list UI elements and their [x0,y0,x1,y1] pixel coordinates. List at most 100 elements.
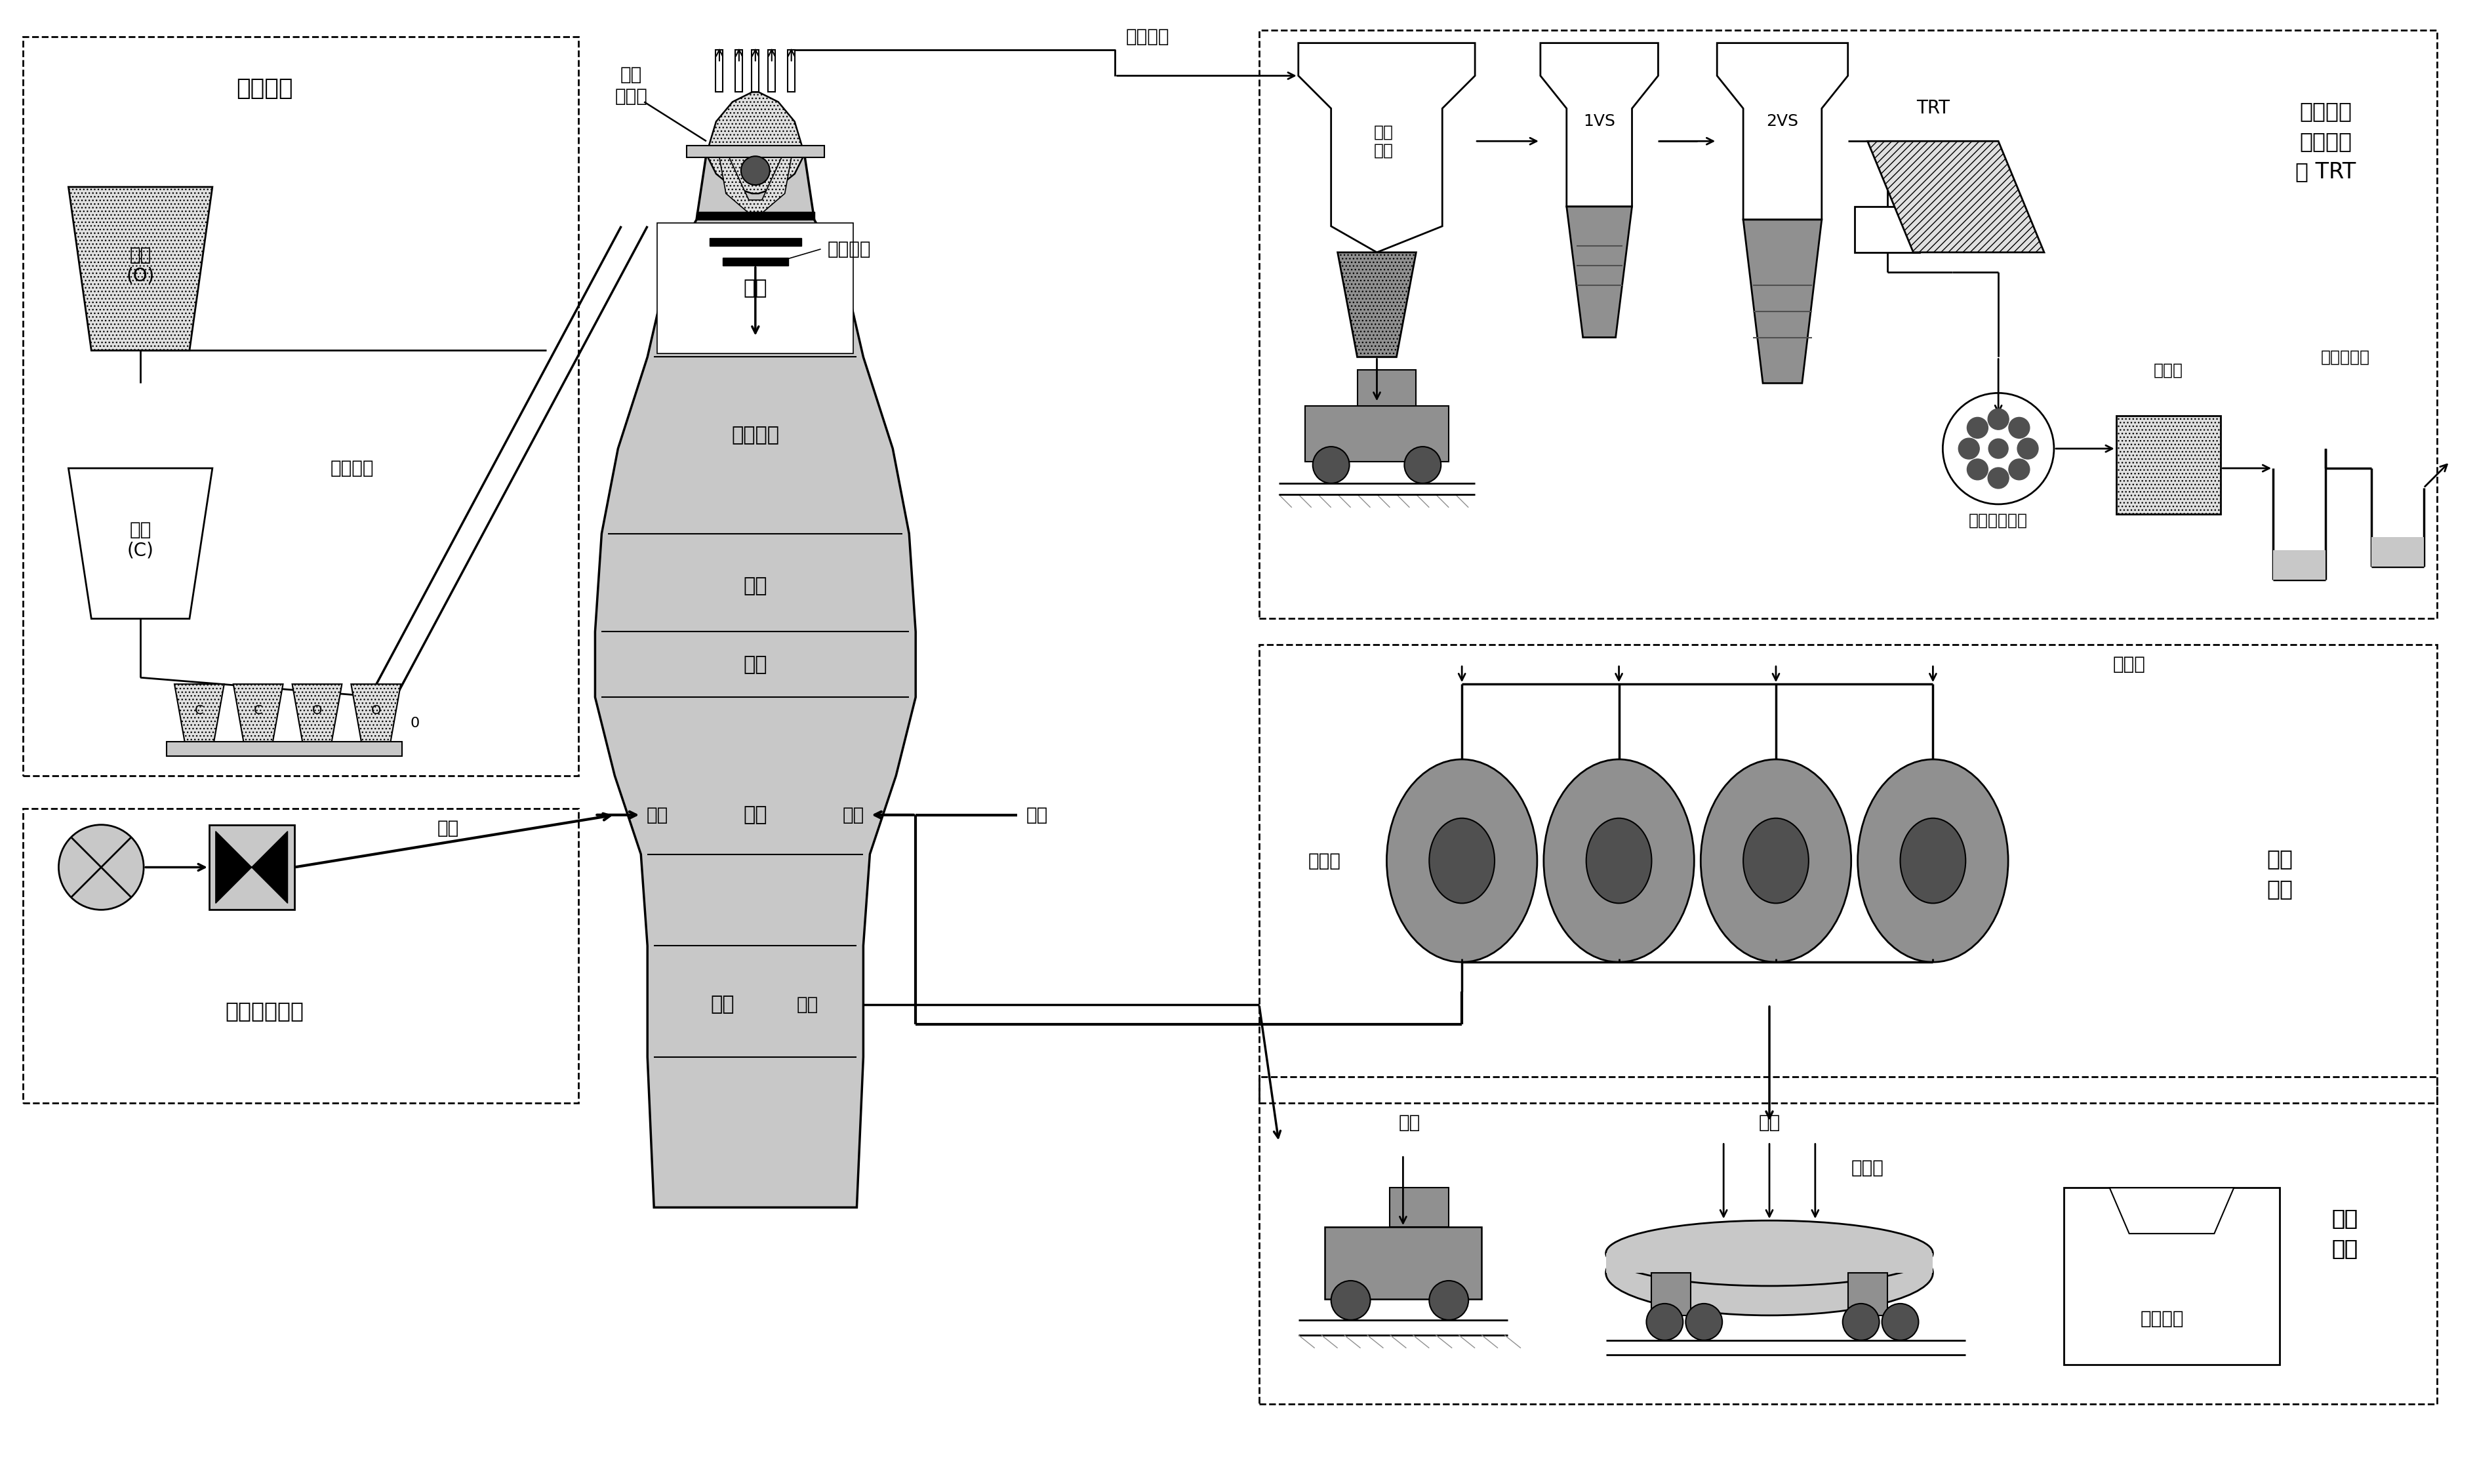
Text: 热风: 热风 [1025,806,1048,824]
Ellipse shape [1585,818,1652,904]
Polygon shape [233,684,282,743]
Bar [716,49,723,92]
Text: 出铁
系统: 出铁 系统 [2331,1208,2358,1260]
Text: 输送皮带: 输送皮带 [329,459,374,478]
Polygon shape [1338,252,1417,358]
Polygon shape [1717,43,1848,220]
Bar [22,809,580,1103]
Bar [768,49,775,92]
Bar [1305,407,1449,462]
Polygon shape [1298,43,1474,252]
Text: 高炉煤气
处理系统
及 TRT: 高炉煤气 处理系统 及 TRT [2296,101,2356,183]
Circle shape [59,825,144,910]
Text: 铁口: 铁口 [798,996,817,1014]
Circle shape [1330,1281,1370,1319]
Polygon shape [69,187,213,350]
Bar [736,49,743,92]
Text: 风口: 风口 [842,806,864,824]
Text: 煤粉: 煤粉 [436,819,458,837]
Ellipse shape [1744,818,1808,904]
Text: 炉渣: 炉渣 [1400,1113,1419,1132]
Circle shape [1313,447,1350,484]
Bar [1855,206,1920,252]
Circle shape [741,156,770,186]
Text: 炉顶装料: 炉顶装料 [827,240,872,258]
Bar [656,223,855,353]
Text: 供料系统: 供料系统 [235,77,292,99]
Text: 炉喉: 炉喉 [743,279,768,298]
Bar [708,237,800,246]
Text: 炉腹: 炉腹 [743,806,768,825]
Bar [166,742,401,755]
Bar [1258,1076,2437,1404]
Polygon shape [1744,220,1821,383]
Polygon shape [1868,141,2044,252]
Bar [2274,551,2326,579]
Polygon shape [215,831,287,904]
Text: TRT: TRT [1917,99,1949,117]
Text: 出铁
系统: 出铁 系统 [2331,1208,2358,1260]
Bar [788,49,795,92]
Circle shape [1942,393,2053,505]
Bar [1652,1273,1692,1315]
Text: 0: 0 [411,717,421,730]
Ellipse shape [1900,818,1967,904]
Text: O: O [372,703,381,717]
Ellipse shape [1605,1230,1932,1315]
Text: 矿石
(O): 矿石 (O) [126,246,154,285]
Polygon shape [1541,43,1657,206]
Text: 鱼雷车: 鱼雷车 [1850,1159,1885,1177]
Ellipse shape [1702,760,1850,962]
Text: C: C [196,703,203,717]
Circle shape [1967,459,1989,479]
Text: 煤粉喷吹系统: 煤粉喷吹系统 [225,1000,305,1022]
Circle shape [1989,467,2009,488]
Circle shape [1967,417,1989,438]
Bar [1848,1273,1887,1315]
Circle shape [1647,1303,1682,1340]
Polygon shape [718,157,790,214]
Circle shape [1429,1281,1469,1319]
Text: 高炉本体: 高炉本体 [731,426,780,445]
Polygon shape [706,92,805,193]
Text: 铁水: 铁水 [1759,1113,1781,1132]
Circle shape [2009,459,2029,479]
Polygon shape [173,684,223,743]
Circle shape [1404,447,1442,484]
Ellipse shape [1543,760,1694,962]
Polygon shape [292,684,342,743]
Ellipse shape [1387,760,1538,962]
Bar [1357,370,1417,407]
Text: 压力调节阀组: 压力调节阀组 [1969,512,2029,528]
Bar [2370,537,2423,567]
Text: 炉缸: 炉缸 [711,996,736,1014]
Circle shape [1843,1303,1880,1340]
Text: 矿石
与焦炭: 矿石 与焦炭 [614,65,646,105]
Circle shape [1989,439,2009,459]
Text: 热风炉: 热风炉 [1308,852,1340,870]
Text: C: C [253,703,263,717]
Text: 炉身: 炉身 [743,576,768,595]
Bar [1390,1187,1449,1227]
Bar [22,37,580,776]
Bar [2115,416,2222,513]
Ellipse shape [1429,818,1494,904]
Bar [723,258,788,266]
Text: 风口: 风口 [646,806,669,824]
Circle shape [1687,1303,1722,1340]
Text: 高炉煤气: 高炉煤气 [1127,27,1169,46]
Text: 1VS: 1VS [1583,114,1615,129]
Text: O: O [312,703,322,717]
Text: 脱硅设备: 脱硅设备 [2140,1309,2185,1328]
Polygon shape [352,684,401,743]
Bar [1325,1227,1481,1298]
Text: 水密封装置: 水密封装置 [2321,349,2370,365]
Circle shape [1989,408,2009,430]
Bar [686,145,825,157]
Bar [753,49,758,92]
Text: 消声器: 消声器 [2153,362,2182,378]
Circle shape [1959,438,1979,459]
Circle shape [2016,438,2039,459]
Text: 焦炭
(C): 焦炭 (C) [126,521,154,559]
Bar [1605,1252,1932,1273]
